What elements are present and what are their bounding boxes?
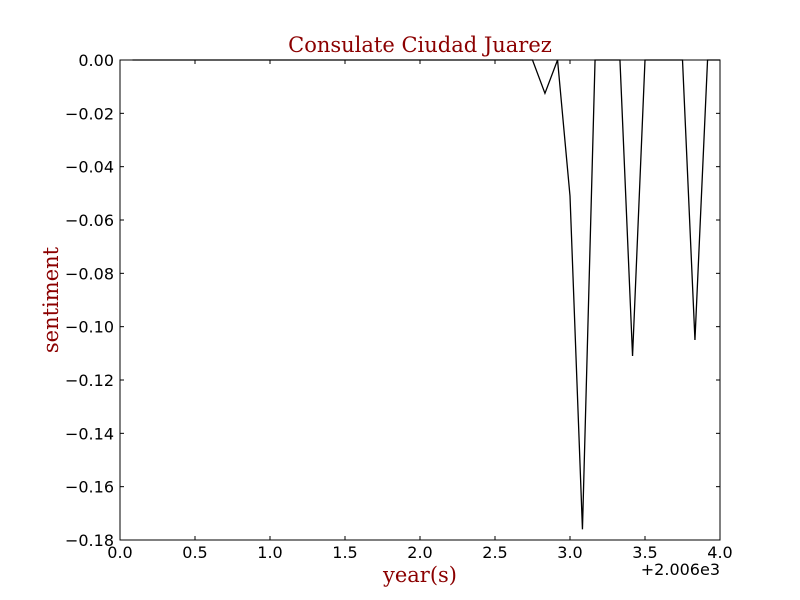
- chart-title: Consulate Ciudad Juarez: [288, 33, 552, 57]
- y-tick-label: −0.14: [65, 424, 114, 443]
- y-tick-label: −0.16: [65, 478, 114, 497]
- y-axis-label: sentiment: [39, 246, 63, 353]
- x-tick-label: 2.0: [407, 543, 432, 562]
- y-tick-label: −0.06: [65, 211, 114, 230]
- x-tick-label: 1.5: [332, 543, 357, 562]
- y-tick-label: −0.08: [65, 264, 114, 283]
- y-tick-label: −0.12: [65, 371, 114, 390]
- y-tick-label: −0.04: [65, 158, 114, 177]
- x-axis-label: year(s): [382, 563, 457, 587]
- x-tick-label: 4.0: [707, 543, 732, 562]
- y-tick-label: −0.10: [65, 318, 114, 337]
- x-tick-label: 3.5: [632, 543, 657, 562]
- plot-frame: [119, 59, 721, 541]
- plot-area: [120, 60, 720, 540]
- x-tick-label: 1.0: [257, 543, 282, 562]
- x-tick-label: 2.5: [482, 543, 507, 562]
- y-tick-label: −0.02: [65, 104, 114, 123]
- x-offset-label: +2.006e3: [641, 560, 720, 579]
- y-tick-label: 0.00: [78, 51, 114, 70]
- x-tick-label: 3.0: [557, 543, 582, 562]
- x-tick-label: 0.0: [107, 543, 132, 562]
- ticks-layer: 0.0 0.5 1.0 1.5 2.0 2.5 3.0 3.5 4.0 0.00 −0.02 −0.0…: [65, 51, 733, 562]
- y-tick-label: −0.18: [65, 531, 114, 550]
- x-tick-label: 0.5: [182, 543, 207, 562]
